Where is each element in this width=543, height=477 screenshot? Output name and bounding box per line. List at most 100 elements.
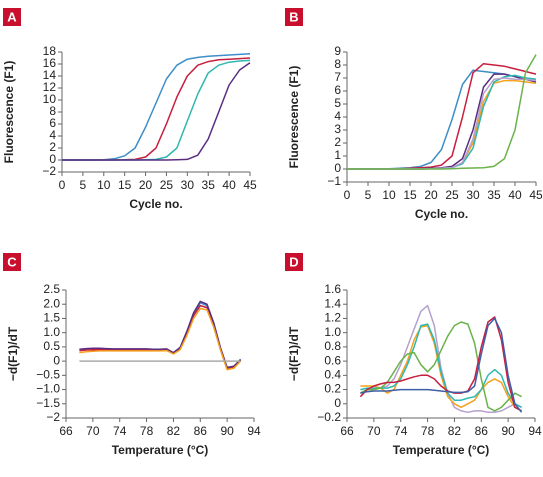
x-tick-label: 66 xyxy=(59,424,73,438)
x-tick-label: 45 xyxy=(529,188,543,202)
series-line xyxy=(347,73,537,170)
x-tick-label: 20 xyxy=(424,188,438,202)
series-line xyxy=(360,317,523,413)
y-tick-label: −1.0 xyxy=(36,382,60,396)
x-tick-label: 25 xyxy=(160,178,174,192)
panel-badge xyxy=(285,253,303,271)
x-tick-label: 90 xyxy=(501,424,515,438)
y-tick-label: 16 xyxy=(43,56,57,70)
series-line xyxy=(360,323,522,408)
y-tick-label: 1.2 xyxy=(324,311,341,325)
y-tick-label: 0 xyxy=(53,353,60,367)
x-tick-label: 35 xyxy=(487,188,501,202)
panel-badge xyxy=(3,8,21,26)
x-tick-label: 10 xyxy=(97,178,111,192)
series-line xyxy=(360,304,522,414)
y-tick-label: 2 xyxy=(334,135,341,149)
x-tick-label: 86 xyxy=(475,424,489,438)
y-tick-label: 1.5 xyxy=(43,311,60,325)
panel-label: D xyxy=(289,254,298,269)
x-tick-label: 35 xyxy=(202,178,216,192)
series-line xyxy=(347,62,537,170)
panel-label: C xyxy=(7,254,17,269)
x-tick-label: 78 xyxy=(421,424,435,438)
x-tick-label: 78 xyxy=(140,424,154,438)
y-tick-label: 0 xyxy=(49,152,56,166)
x-axis-title: Cycle no. xyxy=(129,197,182,211)
y-tick-label: 4 xyxy=(49,128,56,142)
y-tick-label: 1 xyxy=(334,148,341,162)
series-line xyxy=(359,316,522,412)
series-line xyxy=(62,57,251,161)
x-tick-label: 45 xyxy=(243,178,257,192)
x-tick-label: 40 xyxy=(508,188,522,202)
y-tick-label: −2 xyxy=(42,164,56,178)
y-tick-label: 0.2 xyxy=(324,382,341,396)
y-tick-label: 1.4 xyxy=(324,296,341,310)
x-tick-label: 20 xyxy=(139,178,153,192)
y-tick-label: 0.8 xyxy=(324,339,341,353)
y-axis-title: Fluorescence (F1) xyxy=(2,61,16,164)
x-tick-label: 25 xyxy=(445,188,459,202)
series-line xyxy=(62,53,251,161)
x-tick-label: 74 xyxy=(394,424,408,438)
x-tick-label: 5 xyxy=(365,188,372,202)
y-tick-label: 8 xyxy=(49,104,56,118)
y-tick-label: −0.2 xyxy=(317,410,341,424)
y-tick-label: 6 xyxy=(334,83,341,97)
y-tick-label: 5 xyxy=(334,96,341,110)
y-tick-label: 2.0 xyxy=(43,296,60,310)
x-tick-label: 10 xyxy=(382,188,396,202)
x-tick-label: 0 xyxy=(344,188,351,202)
series-line xyxy=(347,79,537,170)
x-axis-title: Temperature (°C) xyxy=(112,443,209,457)
x-tick-label: 30 xyxy=(466,188,480,202)
x-axis-title: Cycle no. xyxy=(415,207,468,221)
x-tick-label: 82 xyxy=(448,424,462,438)
x-tick-label: 90 xyxy=(220,424,234,438)
y-tick-label: 0 xyxy=(334,396,341,410)
series-line xyxy=(79,307,242,371)
y-tick-label: 0 xyxy=(334,161,341,175)
x-tick-label: 30 xyxy=(181,178,195,192)
y-tick-label: 0.5 xyxy=(43,339,60,353)
y-tick-label: 12 xyxy=(43,80,57,94)
y-tick-label: 1.0 xyxy=(324,325,341,339)
y-tick-label: 2 xyxy=(49,140,56,154)
y-tick-label: 18 xyxy=(43,44,57,58)
y-tick-label: 4 xyxy=(334,109,341,123)
series-line xyxy=(62,62,251,161)
y-tick-label: 8 xyxy=(334,57,341,71)
x-tick-label: 74 xyxy=(113,424,127,438)
x-tick-label: 0 xyxy=(59,178,66,192)
y-tick-label: 9 xyxy=(334,44,341,58)
series-line xyxy=(79,300,242,369)
series-line xyxy=(347,77,537,170)
x-tick-label: 15 xyxy=(118,178,132,192)
x-tick-label: 15 xyxy=(403,188,417,202)
x-tick-label: 94 xyxy=(528,424,542,438)
y-tick-label: 14 xyxy=(43,68,57,82)
y-axis-title: −d(F1)/dT xyxy=(287,326,301,381)
y-axis-title: Fluorescence (F1) xyxy=(287,66,301,169)
y-tick-label: 10 xyxy=(43,92,57,106)
y-tick-label: 6 xyxy=(49,116,56,130)
panel-label: A xyxy=(7,9,17,24)
series-line xyxy=(347,69,537,170)
panel-badge xyxy=(3,253,21,271)
y-tick-label: 3 xyxy=(334,122,341,136)
y-axis-title: −d(F1)/dT xyxy=(6,326,20,381)
y-tick-label: 7 xyxy=(334,70,341,84)
y-tick-label: −0.5 xyxy=(36,368,60,382)
y-tick-label: −2 xyxy=(46,410,60,424)
panel-label: B xyxy=(289,9,298,24)
y-tick-label: 0.6 xyxy=(324,353,341,367)
series-line xyxy=(360,324,522,412)
x-tick-label: 40 xyxy=(222,178,236,192)
y-tick-label: 2.5 xyxy=(43,282,60,296)
x-tick-label: 70 xyxy=(367,424,381,438)
series-line xyxy=(62,59,251,161)
x-tick-label: 94 xyxy=(247,424,261,438)
